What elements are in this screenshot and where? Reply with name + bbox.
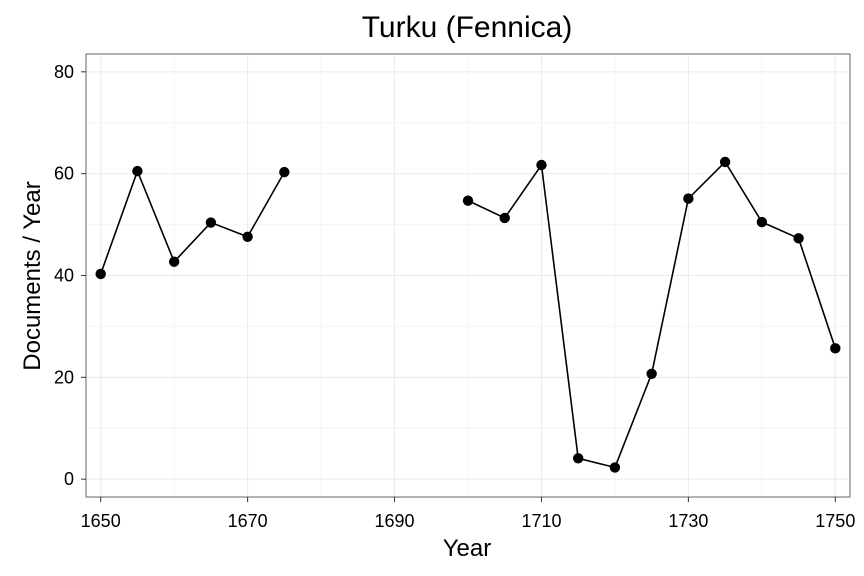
x-tick-label: 1730 (668, 511, 708, 531)
y-tick-label: 80 (54, 62, 74, 82)
data-point (242, 231, 253, 243)
data-series (95, 156, 841, 473)
series-line (99, 168, 286, 275)
x-tick-label: 1750 (815, 511, 855, 531)
data-point (279, 166, 290, 178)
y-axis-title: Documents / Year (19, 181, 46, 370)
y-tick-label: 0 (64, 469, 74, 489)
data-point (646, 368, 657, 379)
data-point (168, 256, 180, 267)
data-point (132, 165, 143, 177)
data-point (609, 462, 621, 473)
data-point (205, 217, 217, 228)
data-point (572, 453, 584, 464)
data-point (719, 156, 731, 168)
data-point (95, 268, 106, 280)
x-tick-label: 1690 (375, 511, 415, 531)
data-point (793, 233, 804, 244)
x-axis: 1650 1670 1690 1710 1730 1750 (81, 497, 855, 531)
y-tick-label: 60 (54, 164, 74, 184)
data-point (499, 212, 510, 224)
x-axis-title: Year (443, 535, 492, 562)
data-point (683, 193, 694, 204)
data-point (536, 159, 547, 171)
y-tick-label: 40 (54, 266, 74, 286)
grid-lines (86, 54, 850, 497)
y-tick-label: 20 (54, 367, 74, 387)
y-axis: 0 20 40 60 80 (54, 62, 86, 489)
data-point (462, 195, 474, 206)
data-point (830, 343, 841, 354)
chart-title: Turku (Fennica) (362, 11, 573, 44)
x-tick-label: 1670 (228, 511, 268, 531)
data-point (756, 216, 768, 228)
x-tick-label: 1650 (81, 511, 121, 531)
x-tick-label: 1710 (521, 511, 561, 531)
